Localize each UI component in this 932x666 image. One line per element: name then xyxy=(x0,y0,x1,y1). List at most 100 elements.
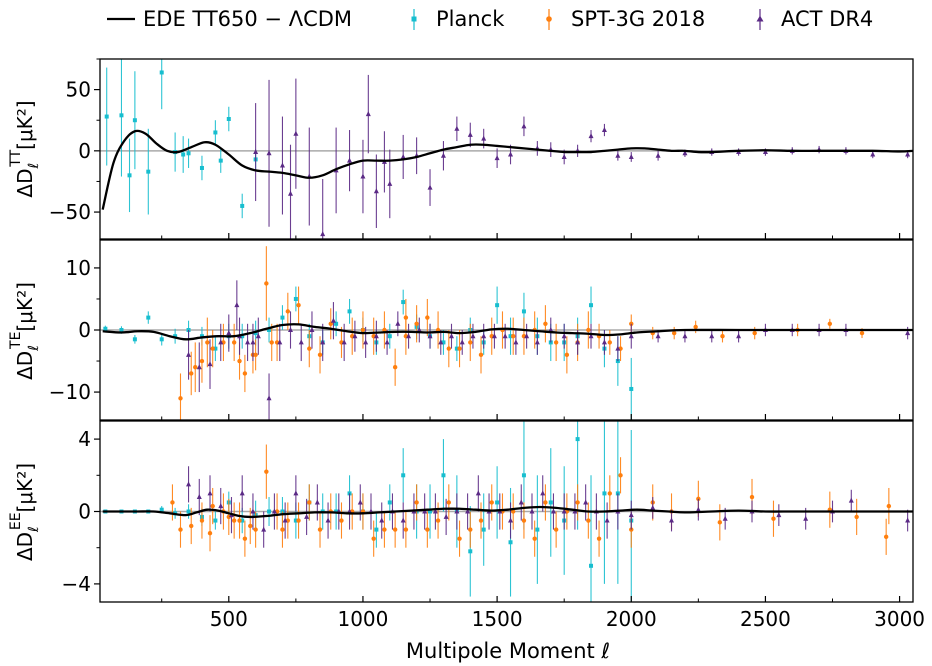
data-point xyxy=(543,500,548,505)
model-curve xyxy=(102,505,913,519)
data-point xyxy=(717,520,723,525)
data-point xyxy=(502,333,508,339)
data-point xyxy=(347,157,353,163)
y-axis-label: ΔDℓEE[μK²] xyxy=(8,463,42,561)
data-point xyxy=(178,396,183,401)
legend-spt-marker xyxy=(546,16,552,22)
data-point xyxy=(628,512,634,518)
data-point xyxy=(695,506,701,512)
data-point xyxy=(271,508,277,514)
data-point xyxy=(650,504,656,510)
data-point xyxy=(159,507,164,512)
data-point xyxy=(205,340,210,345)
data-point xyxy=(173,334,178,339)
data-point xyxy=(425,527,430,532)
data-point xyxy=(905,517,911,523)
data-point xyxy=(330,317,336,323)
data-point xyxy=(709,333,715,339)
panel-ee: −4 0 4 500 1000 1500 2000 2500 3000 ΔDℓEE[μK²] xyxy=(8,420,925,631)
data-point xyxy=(540,490,546,496)
data-point xyxy=(132,118,137,123)
data-point xyxy=(277,339,283,345)
data-point xyxy=(854,514,859,520)
data-point xyxy=(264,469,269,474)
data-point xyxy=(859,330,865,336)
data-point xyxy=(218,158,223,163)
data-point xyxy=(524,333,530,339)
data-point xyxy=(328,321,333,326)
series-planck xyxy=(103,286,634,420)
data-point xyxy=(535,527,540,532)
data-point xyxy=(403,527,409,532)
data-point xyxy=(416,327,422,332)
data-point xyxy=(478,518,484,523)
data-point xyxy=(508,151,514,157)
data-point xyxy=(414,321,419,326)
data-point xyxy=(395,320,401,326)
data-point xyxy=(720,334,725,339)
series-act-dr4 xyxy=(186,280,911,420)
data-point xyxy=(534,339,540,345)
data-point xyxy=(207,531,213,536)
legend-label-spt: SPT-3G 2018 xyxy=(571,7,705,31)
data-point xyxy=(282,517,288,523)
data-point xyxy=(435,518,441,523)
data-point xyxy=(382,527,387,532)
data-point xyxy=(604,517,610,523)
data-point xyxy=(468,549,473,554)
y-axis-label-sup: TT xyxy=(8,149,24,167)
data-point xyxy=(615,152,621,158)
x-tick-label: 500 xyxy=(210,607,248,631)
y-tick-label: 10 xyxy=(66,256,91,280)
data-point xyxy=(406,333,412,339)
data-point xyxy=(454,508,460,514)
legend-entry-model: EDE TT650 − ΛCDM xyxy=(107,7,352,31)
y-tick-label: 50 xyxy=(66,78,91,102)
data-point xyxy=(146,169,151,174)
data-point xyxy=(240,203,245,208)
data-point xyxy=(298,339,304,345)
data-point xyxy=(561,333,567,339)
data-point xyxy=(548,327,554,332)
panel-te: −10 0 10 ΔDℓTE[μK²] xyxy=(8,239,914,421)
data-point xyxy=(696,496,701,502)
y-tick-label: 0 xyxy=(78,139,91,163)
data-point xyxy=(550,508,556,514)
data-point xyxy=(226,330,232,336)
data-point xyxy=(443,513,449,519)
data-point xyxy=(373,333,379,339)
data-point xyxy=(196,364,202,370)
data-point xyxy=(470,333,476,339)
data-point xyxy=(237,518,242,523)
data-point xyxy=(425,315,430,320)
data-point xyxy=(341,339,347,345)
data-point xyxy=(776,512,782,518)
data-point xyxy=(231,340,237,345)
data-point xyxy=(722,515,728,521)
y-axis-label: ΔDℓTE[μK²] xyxy=(8,282,42,380)
data-point xyxy=(269,340,274,345)
y-axis-label-sub: ℓ xyxy=(26,526,42,533)
data-point xyxy=(199,358,205,364)
data-point xyxy=(374,527,379,532)
y-axis-label-unit: [μK²] xyxy=(13,282,37,331)
data-point xyxy=(119,328,124,332)
legend-planck-marker xyxy=(411,16,417,22)
legend-label-act: ACT DR4 xyxy=(781,7,873,31)
model-curve xyxy=(101,129,913,210)
data-point xyxy=(495,303,500,308)
data-point xyxy=(186,351,192,357)
data-point xyxy=(218,503,224,509)
data-point xyxy=(446,500,452,505)
data-point xyxy=(870,151,876,157)
data-point xyxy=(601,127,607,133)
data-point xyxy=(459,339,465,345)
data-point xyxy=(602,491,607,496)
data-point xyxy=(170,500,175,505)
data-point xyxy=(213,346,218,351)
data-point xyxy=(583,499,589,505)
panel-plot-area xyxy=(100,59,913,239)
data-point xyxy=(432,508,438,514)
data-point xyxy=(427,184,433,190)
